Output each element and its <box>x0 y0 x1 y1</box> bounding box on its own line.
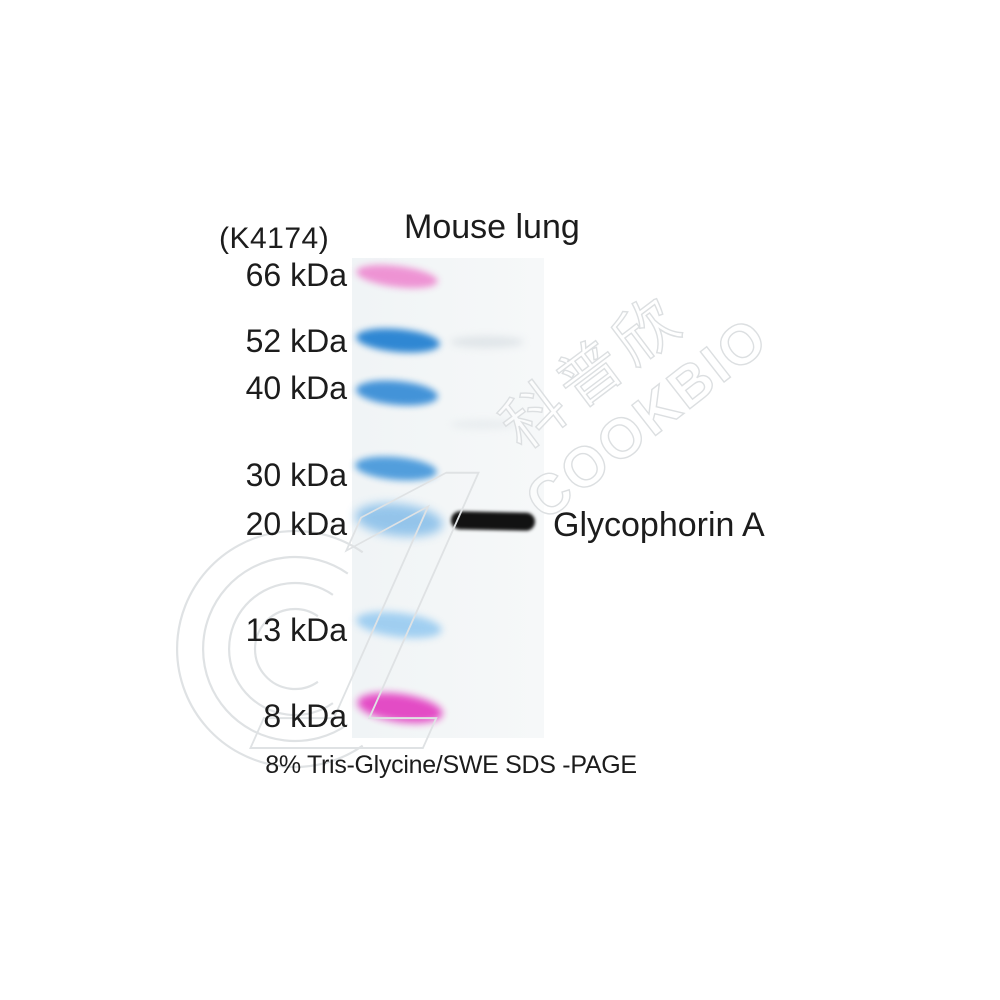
faint-sample-band <box>450 336 524 348</box>
catalog-number: (K4174) <box>219 222 330 255</box>
target-band-glycophorin-a <box>450 511 536 531</box>
watermark-en-text: COOKBIO <box>514 304 780 531</box>
ladder-band-40kda <box>355 377 439 409</box>
mw-label-40kda: 40 kDa <box>245 370 347 406</box>
blot-membrane <box>352 258 544 738</box>
ladder-band-52kda <box>355 325 441 356</box>
ladder-band-66kda <box>355 261 439 292</box>
sample-lane-title: Mouse lung <box>404 208 580 246</box>
ladder-band-13kda <box>354 607 444 643</box>
mw-label-66kda: 66 kDa <box>245 257 347 293</box>
mw-label-13kda: 13 kDa <box>245 612 347 648</box>
mw-label-30kda: 30 kDa <box>245 457 347 493</box>
band-annotation: Glycophorin A <box>553 506 765 544</box>
mw-label-52kda: 52 kDa <box>245 323 347 359</box>
mw-label-8kda: 8 kDa <box>263 698 347 734</box>
ladder-band-20kda <box>353 499 445 541</box>
ladder-band-30kda <box>354 453 438 484</box>
ladder-band-8kda <box>355 688 445 728</box>
mw-label-20kda: 20 kDa <box>245 506 347 542</box>
faint-sample-band <box>450 420 516 429</box>
gel-caption: 8% Tris-Glycine/SWE SDS -PAGE <box>265 751 637 779</box>
